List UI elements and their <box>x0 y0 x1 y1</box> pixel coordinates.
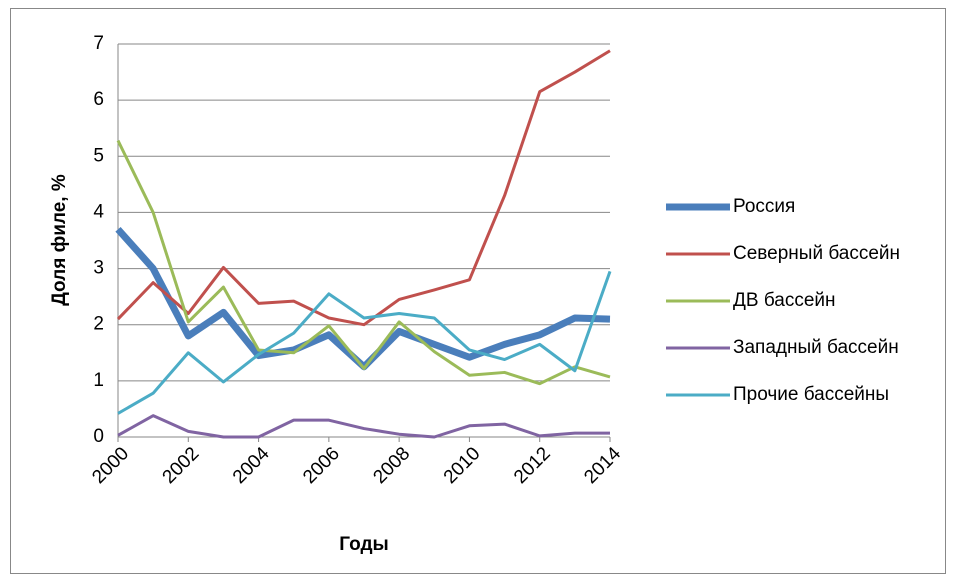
series-line <box>116 49 611 327</box>
y-tick-label: 6 <box>93 89 104 110</box>
y-tick-label: 2 <box>93 314 104 335</box>
series-line <box>117 270 612 415</box>
x-axis-title: Годы <box>339 534 388 555</box>
y-tick-label: 5 <box>93 145 104 166</box>
y-tick-label: 3 <box>93 258 104 279</box>
legend-label: ДВ бассейн <box>733 290 836 311</box>
legend-label: Северный бассейн <box>733 243 900 264</box>
y-tick-label: 7 <box>93 33 104 54</box>
y-tick-label: 4 <box>93 201 104 222</box>
y-tick-label: 0 <box>93 426 104 447</box>
y-axis-title: Доля филе, % <box>49 174 70 306</box>
series-line <box>116 139 611 386</box>
legend-label: Россия <box>733 196 795 217</box>
y-tick-label: 1 <box>93 370 104 391</box>
series-line <box>117 414 610 439</box>
legend-label: Прочие бассейны <box>733 384 889 405</box>
legend-label: Западный бассейн <box>733 337 899 358</box>
